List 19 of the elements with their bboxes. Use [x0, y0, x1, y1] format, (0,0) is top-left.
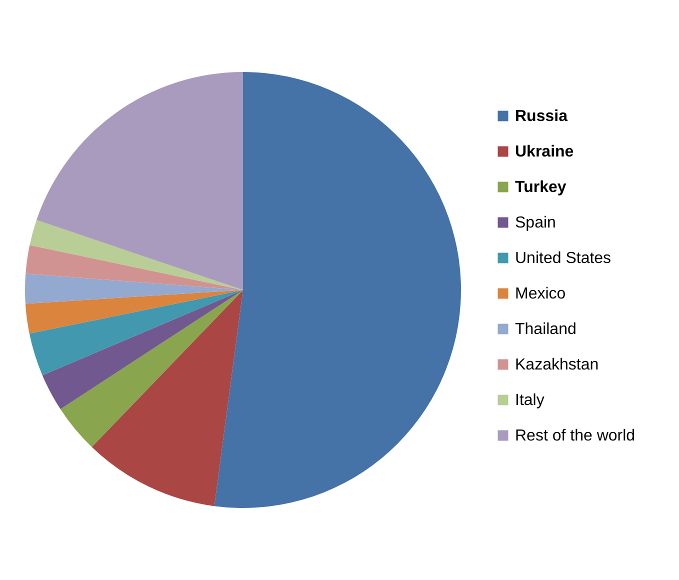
pie-slice: [26, 245, 243, 290]
legend-label: Mexico: [515, 286, 566, 302]
legend-label: Turkey: [515, 179, 566, 196]
legend-label: Rest of the world: [515, 428, 636, 444]
pie-slice: [30, 220, 243, 290]
legend-label: Italy: [515, 392, 544, 409]
legend-label: Ukraine: [515, 144, 574, 160]
pie-slice: [25, 290, 243, 334]
pie-slice: [60, 290, 243, 448]
pie-slice: [214, 72, 461, 508]
legend-label: Thailand: [515, 321, 576, 338]
legend-label: United States: [515, 250, 612, 267]
legend-label: Spain: [515, 214, 556, 232]
pie-slice: [92, 290, 243, 506]
legend-label: Russia: [515, 108, 568, 125]
pie-slice: [36, 72, 243, 290]
legend-label: Kazakhstan: [515, 356, 599, 374]
pie-slice: [42, 290, 243, 410]
pie-slice: [29, 290, 243, 376]
